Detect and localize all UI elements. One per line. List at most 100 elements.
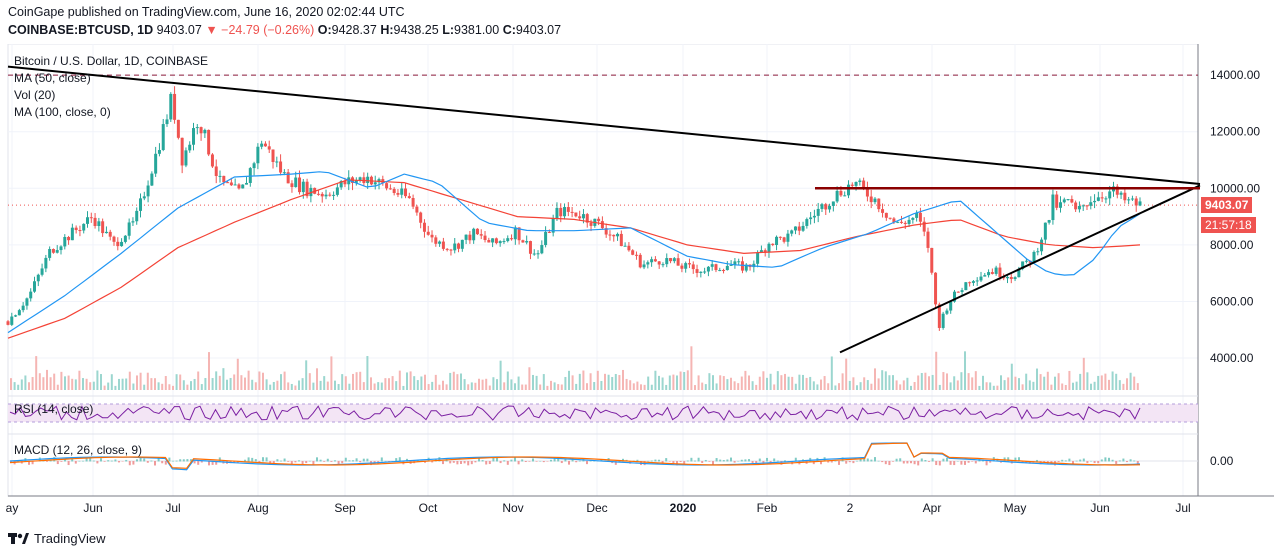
candle-body: [502, 241, 506, 243]
macd-histogram-bar: [683, 461, 686, 464]
volume-bar: [560, 384, 563, 390]
macd-histogram-bar: [197, 461, 200, 465]
macd-histogram-bar: [1093, 461, 1096, 464]
volume-bar: [118, 378, 120, 390]
candle-body: [786, 233, 790, 242]
candle-body: [563, 207, 567, 217]
volume-bar: [931, 374, 934, 390]
x-tick-label: Sep: [334, 501, 356, 515]
macd-histogram-bar: [902, 461, 905, 464]
volume-bar: [272, 381, 275, 390]
volume-bar: [488, 385, 491, 390]
volume-bar: [1072, 382, 1074, 390]
volume-bar: [1050, 384, 1053, 390]
candle-body: [131, 221, 135, 223]
volume-bar: [942, 372, 945, 390]
macd-histogram-bar: [1036, 459, 1038, 462]
candle-body: [767, 243, 771, 253]
macd-histogram-bar: [481, 460, 484, 462]
candle-body: [78, 230, 82, 232]
candle-body: [634, 254, 638, 256]
candle-body: [169, 93, 173, 120]
volume-bar: [409, 371, 412, 390]
candle-body: [67, 237, 71, 241]
volume-bar: [715, 383, 718, 390]
volume-bar: [82, 378, 84, 390]
footer-brand[interactable]: TradingView: [34, 530, 106, 546]
volume-bar: [946, 373, 948, 390]
candle-body: [710, 264, 714, 267]
macd-histogram-bar: [1097, 461, 1100, 464]
candle-body: [1130, 198, 1134, 200]
candle-body: [1138, 201, 1142, 206]
volume-bar: [384, 378, 387, 390]
candle-body: [86, 217, 90, 224]
high-value: 9438.25: [393, 23, 439, 37]
macd-histogram-bar: [359, 461, 362, 463]
ma50-line: [7, 171, 1141, 334]
candle-body: [301, 181, 305, 193]
candle-body: [661, 264, 665, 266]
legend-macd: MACD (12, 26, close, 9): [14, 443, 143, 457]
candle-body: [396, 192, 400, 195]
x-tick-label: May: [1004, 501, 1027, 515]
volume-bar: [917, 375, 920, 390]
candle-body: [956, 291, 960, 293]
candle-body: [797, 226, 801, 231]
candle-body: [135, 210, 139, 222]
volume-bar: [269, 384, 272, 390]
candle-body: [1096, 197, 1100, 201]
candle-body: [218, 175, 222, 177]
legend-rsi: RSI (14, close): [14, 402, 94, 416]
macd-histogram-bar: [780, 461, 783, 465]
macd-histogram-bar: [280, 460, 282, 462]
volume-bar: [114, 385, 117, 390]
macd-histogram-bar: [528, 461, 531, 462]
volume-bar: [154, 378, 156, 390]
candle-body: [328, 194, 332, 196]
candle-body: [1009, 276, 1013, 280]
candle-body: [385, 183, 389, 189]
volume-bar: [211, 378, 214, 390]
volume-bar: [1122, 383, 1125, 390]
volume-bar: [679, 371, 682, 390]
macd-histogram-bar: [892, 461, 894, 462]
volume-bar: [283, 371, 286, 390]
macd-histogram-bar: [355, 458, 358, 462]
chart-canvas[interactable]: ay Jun Jul Aug Sep Oct Nov Dec 2020 Feb 2 Apr May Jun…: [0, 44, 1274, 528]
macd-histogram-bar: [665, 458, 668, 462]
volume-bar: [1126, 378, 1128, 390]
volume-bar: [661, 377, 664, 390]
candle-body: [468, 234, 472, 241]
candle-body: [1093, 200, 1097, 203]
macd-histogram-bar: [838, 461, 840, 465]
candle-body: [210, 154, 214, 167]
macd-histogram-bar: [254, 459, 257, 462]
candle-body: [226, 182, 230, 184]
volume-bar: [92, 381, 95, 390]
macd-histogram-bar: [881, 461, 884, 463]
candle-body: [994, 267, 998, 274]
volume-bar: [1000, 375, 1002, 390]
volume-bar: [1097, 375, 1100, 390]
macd-histogram-bar: [150, 460, 153, 462]
candle-body: [854, 181, 858, 186]
macd-histogram-bar: [125, 459, 128, 462]
volume-bar: [1057, 373, 1060, 390]
volume-bar: [312, 382, 315, 390]
volume-bar: [528, 367, 531, 390]
x-tick-label: Oct: [419, 501, 438, 515]
volume-bar: [863, 377, 866, 390]
volume-bar: [1093, 381, 1096, 390]
candle-body: [282, 172, 286, 174]
volume-bar: [960, 372, 963, 390]
volume-bar: [730, 377, 732, 390]
macd-histogram-bar: [794, 457, 797, 462]
candle-body: [475, 228, 479, 235]
macd-histogram-bar: [82, 460, 84, 462]
macd-histogram-bar: [906, 461, 909, 464]
volume-bar: [319, 380, 322, 390]
candle-body: [388, 188, 392, 190]
volume-bar: [190, 381, 192, 390]
candle-body: [400, 188, 404, 195]
